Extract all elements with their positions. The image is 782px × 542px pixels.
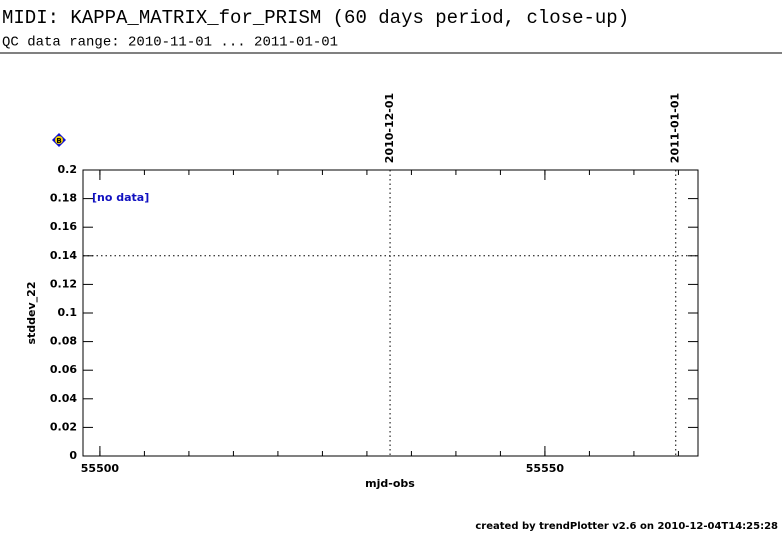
badge-text: B: [56, 137, 61, 145]
badge-dot: [55, 136, 63, 144]
y-tick-label: 0.12: [50, 277, 77, 290]
date-marker-label: 2011-01-01: [669, 93, 682, 163]
y-tick-label: 0.04: [50, 392, 77, 405]
y-tick-label: 0.08: [50, 335, 77, 348]
y-tick-label: 0.14: [50, 249, 77, 262]
y-tick-label: 0.2: [58, 163, 78, 176]
x-axis-label: mjd-obs: [365, 477, 415, 490]
x-tick-label: 55500: [81, 462, 120, 475]
x-tick-label: 55550: [526, 462, 565, 475]
y-axis-label: stddev_22: [25, 282, 38, 345]
y-tick-label: 0.1: [58, 306, 78, 319]
y-tick-label: 0.06: [50, 363, 77, 376]
y-tick-label: 0: [69, 449, 77, 462]
footer: created by trendPlotter v2.6 on 2010-12-…: [475, 521, 778, 532]
y-tick-label: 0.16: [50, 220, 77, 233]
y-tick-label: 0.02: [50, 420, 77, 433]
annotation: [no data]: [92, 191, 149, 204]
chart-title: MIDI: KAPPA_MATRIX_for_PRISM (60 days pe…: [2, 7, 629, 29]
date-marker-label: 2010-12-01: [383, 93, 396, 163]
y-tick-label: 0.18: [50, 192, 77, 205]
chart-subtitle: QC data range: 2010-11-01 ... 2011-01-01: [2, 35, 338, 51]
